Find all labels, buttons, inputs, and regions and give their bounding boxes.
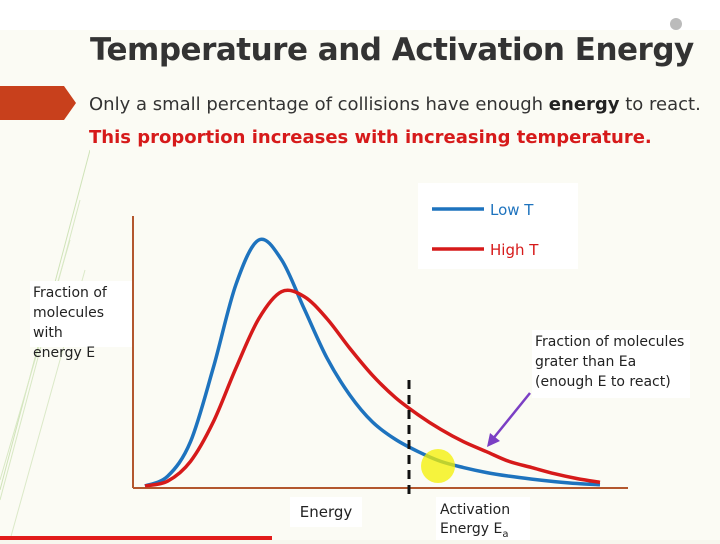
annotation-arrow (491, 392, 531, 441)
threshold-label-line: Energy E (440, 521, 503, 537)
player-top-bar (0, 0, 720, 30)
x-axis-label: Energy (290, 497, 362, 527)
annotation-line: grater than Ea (535, 354, 637, 370)
series-line-high-t (144, 288, 601, 488)
chart-annotation: Fraction of molecules grater than Ea (en… (532, 330, 690, 398)
slide-text-line-1: Only a small percentage of collisions ha… (89, 94, 701, 115)
y-axis-label-line: energy E (33, 345, 96, 361)
y-axis-label-line: molecules with (33, 305, 105, 341)
player-menu-icon[interactable] (670, 18, 682, 30)
y-axis-label: Fraction of molecules with energy E (30, 281, 132, 361)
legend-label-low-t: Low T (490, 201, 534, 219)
threshold-label: Activation Energy Ea (436, 497, 530, 540)
slide-accent-arrow-icon (0, 86, 76, 120)
annotation-arrowhead-icon (487, 433, 500, 447)
cursor-highlight (421, 449, 455, 483)
chart-legend (418, 183, 578, 269)
annotation-line: Fraction of molecules (535, 334, 685, 350)
series-line-low-t (144, 237, 601, 488)
slide-title: Temperature and Activation Energy (90, 32, 694, 68)
threshold-label-line: Activation (440, 502, 511, 518)
video-progress-bar[interactable] (0, 536, 273, 540)
legend-label-high-t: High T (490, 241, 539, 259)
annotation-line: (enough E to react) (535, 374, 671, 390)
y-axis-label-line: Fraction of (33, 285, 107, 301)
emphasis-energy: energy (548, 94, 620, 115)
threshold-label-subscript: a (502, 528, 509, 540)
slide-text-line-2: This proportion increases with increasin… (89, 127, 652, 148)
